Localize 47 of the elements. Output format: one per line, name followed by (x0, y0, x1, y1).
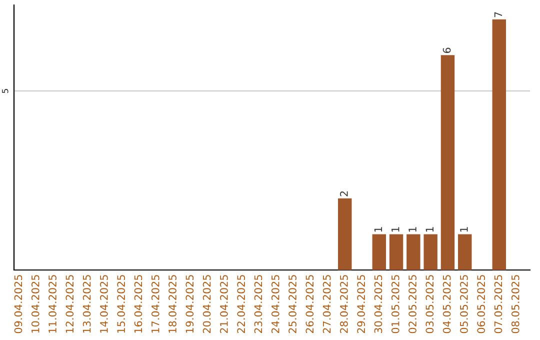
x-tick-label: 14.04.2025 (100, 275, 108, 333)
x-tick-label: 08.05.2025 (511, 275, 520, 334)
data-label: 7 (494, 12, 502, 18)
bar (372, 234, 386, 270)
bar (406, 234, 420, 270)
bar (338, 198, 352, 270)
x-tick-label: 27.04.2025 (322, 275, 331, 334)
bar (389, 234, 404, 270)
bar (492, 19, 506, 270)
bar (440, 55, 455, 270)
data-label: 6 (442, 48, 451, 54)
x-tick-label: 10.04.2025 (31, 275, 40, 333)
x-tick-label: 02.05.2025 (408, 275, 416, 334)
x-tick-label: 13.04.2025 (82, 275, 91, 333)
x-tick-label: 01.05.2025 (391, 275, 400, 334)
x-tick-label: 17.04.2025 (151, 275, 160, 333)
x-tick-label: 20.04.2025 (202, 275, 211, 334)
x-tick-label: 07.05.2025 (494, 275, 502, 334)
x-tick-label: 11.04.2025 (48, 275, 56, 333)
x-tick-label: 06.05.2025 (477, 275, 486, 334)
bar (458, 234, 472, 270)
x-tick-label: 26.04.2025 (306, 275, 314, 334)
x-tick-label: 23.04.2025 (254, 275, 262, 334)
x-tick-label: 19.04.2025 (186, 275, 194, 333)
x-tick-label: 22.04.2025 (237, 275, 246, 334)
data-label: 1 (426, 227, 434, 232)
x-tick-label: 18.04.2025 (168, 275, 176, 333)
x-tick-label: 28.04.2025 (340, 275, 348, 334)
x-tick-label: 30.04.2025 (374, 275, 382, 334)
x-tick-label: 09.04.2025 (14, 275, 22, 334)
bar (424, 234, 438, 270)
x-tick-label: 05.05.2025 (460, 275, 468, 334)
x-tick-label: 24.04.2025 (271, 275, 280, 334)
ref-line-label: 5 (2, 89, 8, 93)
x-tick-label: 29.04.2025 (357, 275, 366, 334)
x-tick-label: 04.05.2025 (442, 275, 451, 334)
data-label: 1 (460, 227, 468, 232)
x-tick-label: 25.04.2025 (288, 275, 296, 334)
x-tick-label: 15.04.2025 (117, 275, 126, 333)
x-tick-label: 12.04.2025 (66, 275, 74, 333)
data-label: 1 (392, 227, 400, 232)
x-tick-label: 21.04.2025 (220, 275, 228, 334)
data-label: 2 (340, 191, 348, 196)
x-tick-label: 16.04.2025 (134, 275, 142, 333)
data-label: 1 (408, 227, 416, 232)
x-tick-label: 03.05.2025 (426, 275, 434, 334)
data-label: 1 (374, 227, 382, 232)
